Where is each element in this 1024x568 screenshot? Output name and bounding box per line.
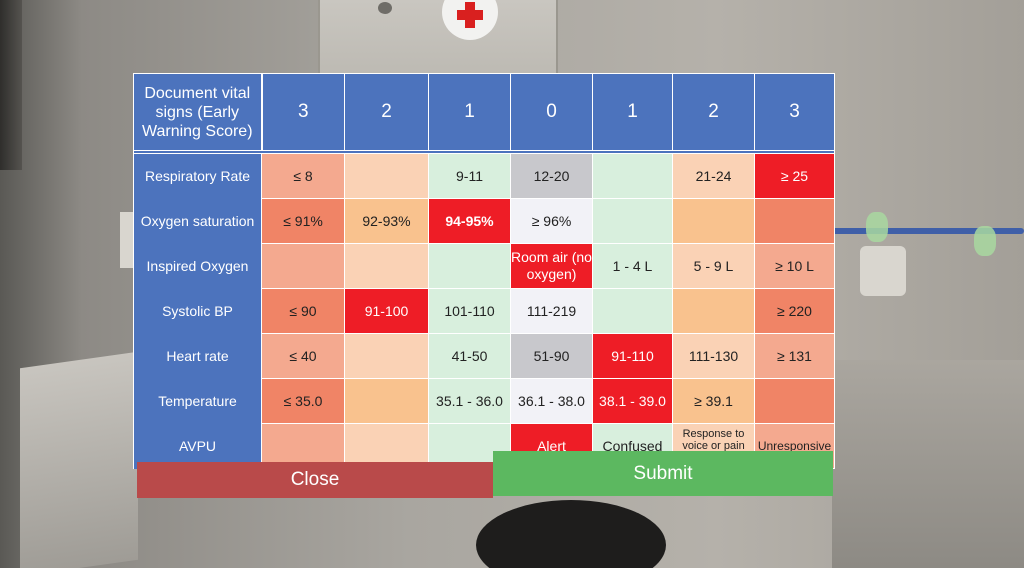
close-button[interactable]: Close xyxy=(137,462,493,498)
ews-panel: Document vital signs (Early Warning Scor… xyxy=(133,73,835,498)
score-cell[interactable] xyxy=(672,288,755,334)
table-row-systolic-bp: Systolic BP ≤ 90 91-100 101-110 111-219 … xyxy=(133,288,835,334)
score-cell[interactable] xyxy=(344,378,429,424)
score-cell[interactable] xyxy=(672,198,755,244)
score-cell-selected[interactable]: 94-95% xyxy=(428,198,511,244)
score-cell[interactable]: ≥ 131 xyxy=(754,333,835,379)
score-cell[interactable]: 21-24 xyxy=(672,153,755,199)
table-row-oxygen-saturation: Oxygen saturation ≤ 91% 92-93% 94-95% ≥ … xyxy=(133,198,835,244)
score-cell[interactable] xyxy=(344,333,429,379)
score-header: 1 xyxy=(592,73,673,151)
oxygen-mask-icon xyxy=(866,212,888,242)
score-cell[interactable]: 111-130 xyxy=(672,333,755,379)
score-cell[interactable]: ≤ 91% xyxy=(261,198,345,244)
score-header: 0 xyxy=(510,73,593,151)
oxygen-bag xyxy=(860,246,906,296)
row-label: Respiratory Rate xyxy=(133,153,262,199)
score-header: 3 xyxy=(261,73,345,151)
row-label: Systolic BP xyxy=(133,288,262,334)
score-cell[interactable] xyxy=(344,243,429,289)
score-cell[interactable]: 35.1 - 36.0 xyxy=(428,378,511,424)
score-cell[interactable] xyxy=(592,153,673,199)
score-cell[interactable] xyxy=(754,198,835,244)
wall-cabinet xyxy=(318,0,558,74)
score-header-row: Document vital signs (Early Warning Scor… xyxy=(133,73,835,151)
table-row-inspired-oxygen: Inspired Oxygen Room air (no oxygen) 1 -… xyxy=(133,243,835,289)
score-cell[interactable]: 92-93% xyxy=(344,198,429,244)
score-cell-selected[interactable]: Room air (no oxygen) xyxy=(510,243,593,289)
score-cell[interactable]: ≤ 35.0 xyxy=(261,378,345,424)
score-cell-selected[interactable]: 38.1 - 39.0 xyxy=(592,378,673,424)
score-cell[interactable] xyxy=(344,153,429,199)
score-cell[interactable]: ≥ 96% xyxy=(510,198,593,244)
wall-outlet xyxy=(120,212,136,268)
counter xyxy=(20,351,138,568)
row-label: Oxygen saturation xyxy=(133,198,262,244)
score-cell[interactable] xyxy=(592,198,673,244)
score-header: 3 xyxy=(754,73,835,151)
score-cell[interactable] xyxy=(592,288,673,334)
score-cell[interactable]: 36.1 - 38.0 xyxy=(510,378,593,424)
score-cell[interactable]: 5 - 9 L xyxy=(672,243,755,289)
submit-button[interactable]: Submit xyxy=(493,451,833,496)
score-cell[interactable] xyxy=(754,378,835,424)
floor-area xyxy=(832,360,1024,568)
score-cell-selected[interactable]: ≥ 25 xyxy=(754,153,835,199)
score-cell[interactable]: ≤ 40 xyxy=(261,333,345,379)
row-label: AVPU xyxy=(133,423,262,469)
score-cell[interactable]: ≤ 90 xyxy=(261,288,345,334)
oxygen-mask-icon xyxy=(974,226,996,256)
cabinet-handle xyxy=(378,2,392,14)
score-cell[interactable]: 12-20 xyxy=(510,153,593,199)
score-cell[interactable]: ≥ 220 xyxy=(754,288,835,334)
score-header: 2 xyxy=(672,73,755,151)
score-cell[interactable]: 1 - 4 L xyxy=(592,243,673,289)
score-cell[interactable]: ≥ 39.1 xyxy=(672,378,755,424)
table-row-temperature: Temperature ≤ 35.0 35.1 - 36.0 36.1 - 38… xyxy=(133,378,835,424)
score-header: 2 xyxy=(344,73,429,151)
score-cell[interactable]: 111-219 xyxy=(510,288,593,334)
table-row-heart-rate: Heart rate ≤ 40 41-50 51-90 91-110 111-1… xyxy=(133,333,835,379)
table-title: Document vital signs (Early Warning Scor… xyxy=(133,73,263,151)
score-cell[interactable] xyxy=(261,423,345,469)
score-header: 1 xyxy=(428,73,511,151)
score-cell[interactable]: 101-110 xyxy=(428,288,511,334)
ews-table: Document vital signs (Early Warning Scor… xyxy=(133,73,835,469)
score-cell[interactable]: ≥ 10 L xyxy=(754,243,835,289)
score-cell[interactable]: ≤ 8 xyxy=(261,153,345,199)
score-cell[interactable]: 9-11 xyxy=(428,153,511,199)
score-cell[interactable] xyxy=(428,243,511,289)
row-label: Inspired Oxygen xyxy=(133,243,262,289)
score-cell[interactable]: 51-90 xyxy=(510,333,593,379)
wall-rail xyxy=(832,228,1024,234)
wall-shadow xyxy=(0,0,22,170)
row-label: Heart rate xyxy=(133,333,262,379)
score-cell[interactable] xyxy=(344,423,429,469)
row-label: Temperature xyxy=(133,378,262,424)
score-cell-selected[interactable]: 91-110 xyxy=(592,333,673,379)
score-cell[interactable] xyxy=(261,243,345,289)
table-row-respiratory-rate: Respiratory Rate ≤ 8 9-11 12-20 21-24 ≥ … xyxy=(133,153,835,199)
score-cell-selected[interactable]: 91-100 xyxy=(344,288,429,334)
stool xyxy=(476,500,666,568)
score-cell[interactable]: 41-50 xyxy=(428,333,511,379)
